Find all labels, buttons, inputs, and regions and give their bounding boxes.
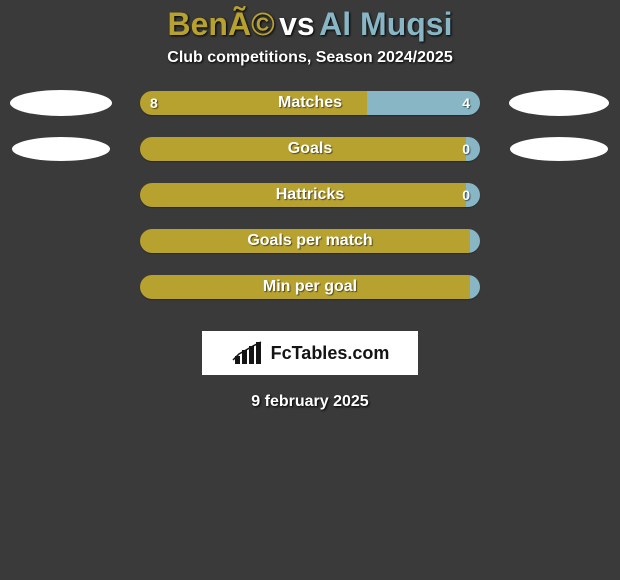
bar-segment-right: 0 bbox=[466, 183, 480, 207]
title-row: BenÃ© vs Al Muqsi bbox=[0, 0, 620, 43]
subtitle: Club competitions, Season 2024/2025 bbox=[167, 49, 452, 67]
ellipse-marker-right bbox=[510, 137, 608, 161]
bar-segment-left bbox=[140, 275, 470, 299]
title-vs: vs bbox=[279, 6, 315, 42]
stat-row: 0Goals bbox=[4, 137, 616, 161]
bar-segment-right bbox=[470, 229, 480, 253]
ellipse-marker-left bbox=[10, 90, 112, 116]
bar-value-right: 4 bbox=[462, 95, 470, 111]
stat-bar: Goals per match bbox=[140, 229, 480, 253]
title-player1: BenÃ© bbox=[168, 6, 275, 42]
ellipse-marker-left bbox=[12, 137, 110, 161]
stat-row: Min per goal bbox=[4, 275, 616, 299]
bar-chart-icon bbox=[231, 340, 265, 366]
marker-slot-left bbox=[4, 137, 112, 161]
marker-slot-left bbox=[4, 90, 112, 116]
stat-row: 84Matches bbox=[4, 91, 616, 115]
bar-value-right: 0 bbox=[462, 141, 470, 157]
bar-value-right: 0 bbox=[462, 187, 470, 203]
stat-bar: 0Goals bbox=[140, 137, 480, 161]
ellipse-marker-right bbox=[509, 90, 609, 116]
marker-slot-right bbox=[508, 90, 616, 116]
fctables-logo: FcTables.com bbox=[202, 331, 418, 375]
bar-segment-right: 4 bbox=[367, 91, 480, 115]
bar-segment-left bbox=[140, 137, 466, 161]
marker-slot-right bbox=[508, 137, 616, 161]
stat-bar: Min per goal bbox=[140, 275, 480, 299]
bar-segment-left: 8 bbox=[140, 91, 367, 115]
stat-bar: 0Hattricks bbox=[140, 183, 480, 207]
bar-segment-left bbox=[140, 183, 466, 207]
bar-value-left: 8 bbox=[150, 95, 158, 111]
stat-bar: 84Matches bbox=[140, 91, 480, 115]
date-label: 9 february 2025 bbox=[251, 393, 368, 411]
bar-segment-left bbox=[140, 229, 470, 253]
bar-segment-right bbox=[470, 275, 480, 299]
stat-row: Goals per match bbox=[4, 229, 616, 253]
bar-segment-right: 0 bbox=[466, 137, 480, 161]
stat-row: 0Hattricks bbox=[4, 183, 616, 207]
title-player2: Al Muqsi bbox=[319, 6, 452, 42]
logo-text: FcTables.com bbox=[271, 343, 390, 364]
comparison-infographic: BenÃ© vs Al Muqsi Club competitions, Sea… bbox=[0, 0, 620, 411]
stat-rows: 84Matches0Goals0HattricksGoals per match… bbox=[4, 91, 616, 321]
